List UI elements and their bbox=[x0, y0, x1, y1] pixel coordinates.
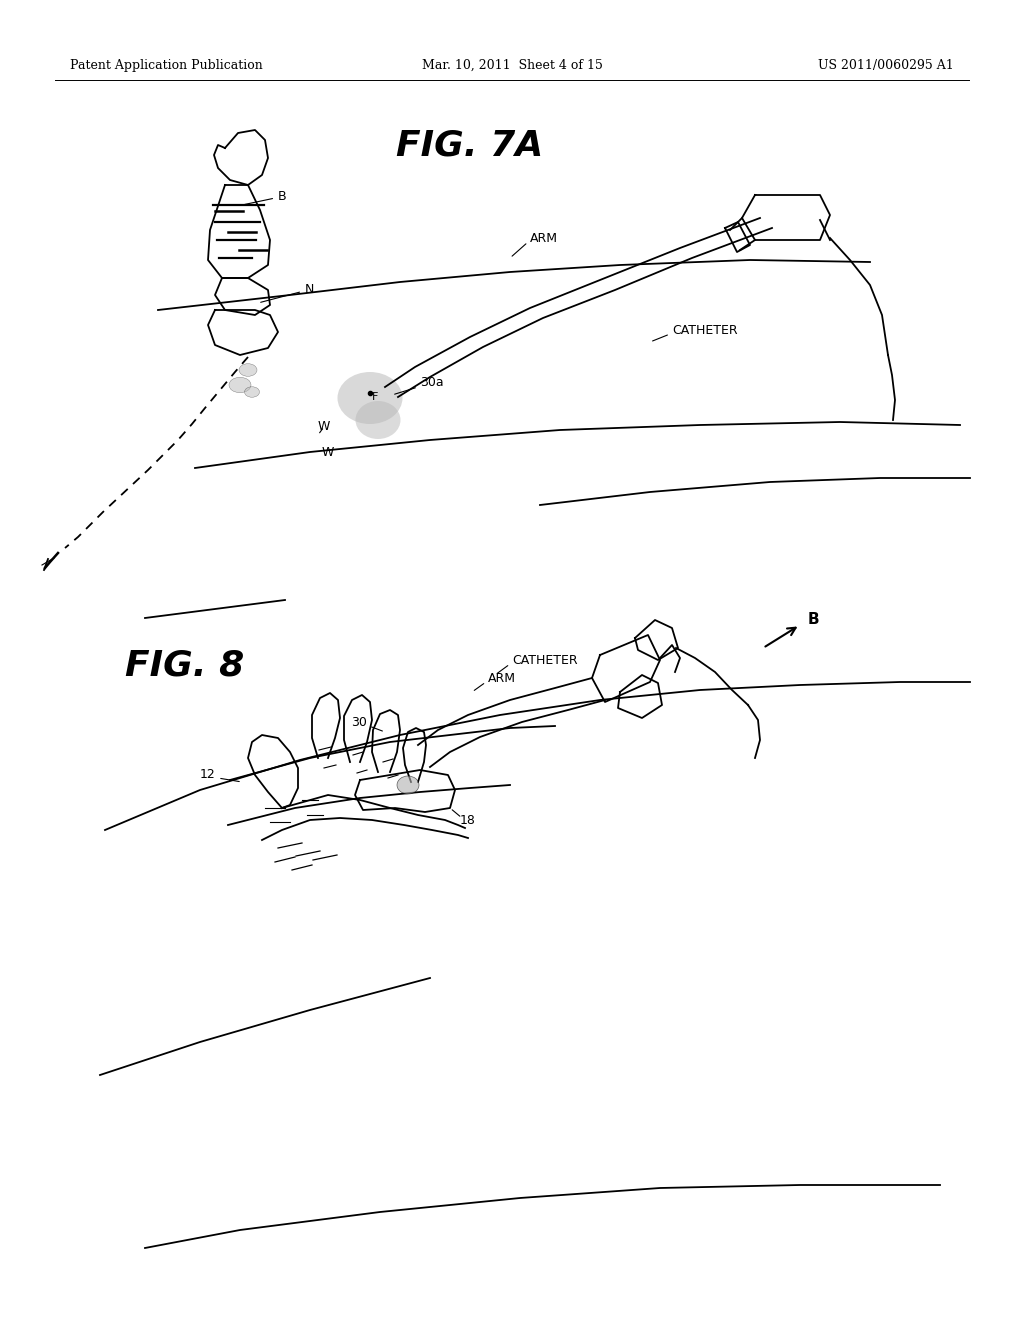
Ellipse shape bbox=[397, 776, 419, 795]
Text: N: N bbox=[261, 282, 314, 302]
Text: B: B bbox=[245, 190, 287, 205]
Text: W: W bbox=[318, 420, 331, 433]
Text: US 2011/0060295 A1: US 2011/0060295 A1 bbox=[818, 58, 954, 71]
Text: 30a: 30a bbox=[420, 376, 443, 389]
Text: F: F bbox=[372, 392, 378, 403]
Ellipse shape bbox=[355, 401, 400, 440]
Text: FIG. 7A: FIG. 7A bbox=[396, 128, 544, 162]
Text: Mar. 10, 2011  Sheet 4 of 15: Mar. 10, 2011 Sheet 4 of 15 bbox=[422, 58, 602, 71]
Text: 18: 18 bbox=[460, 813, 476, 826]
Text: W: W bbox=[322, 446, 335, 458]
Ellipse shape bbox=[245, 387, 259, 397]
Text: ARM: ARM bbox=[488, 672, 516, 685]
Ellipse shape bbox=[239, 364, 257, 376]
Text: 30: 30 bbox=[351, 715, 367, 729]
Text: B: B bbox=[808, 612, 819, 627]
Text: FIG. 8: FIG. 8 bbox=[125, 648, 245, 682]
Text: Patent Application Publication: Patent Application Publication bbox=[70, 58, 263, 71]
Text: ARM: ARM bbox=[530, 231, 558, 244]
Ellipse shape bbox=[229, 378, 251, 393]
Text: CATHETER: CATHETER bbox=[672, 323, 737, 337]
Text: 12: 12 bbox=[200, 768, 215, 781]
Text: CATHETER: CATHETER bbox=[512, 653, 578, 667]
Ellipse shape bbox=[338, 372, 402, 424]
